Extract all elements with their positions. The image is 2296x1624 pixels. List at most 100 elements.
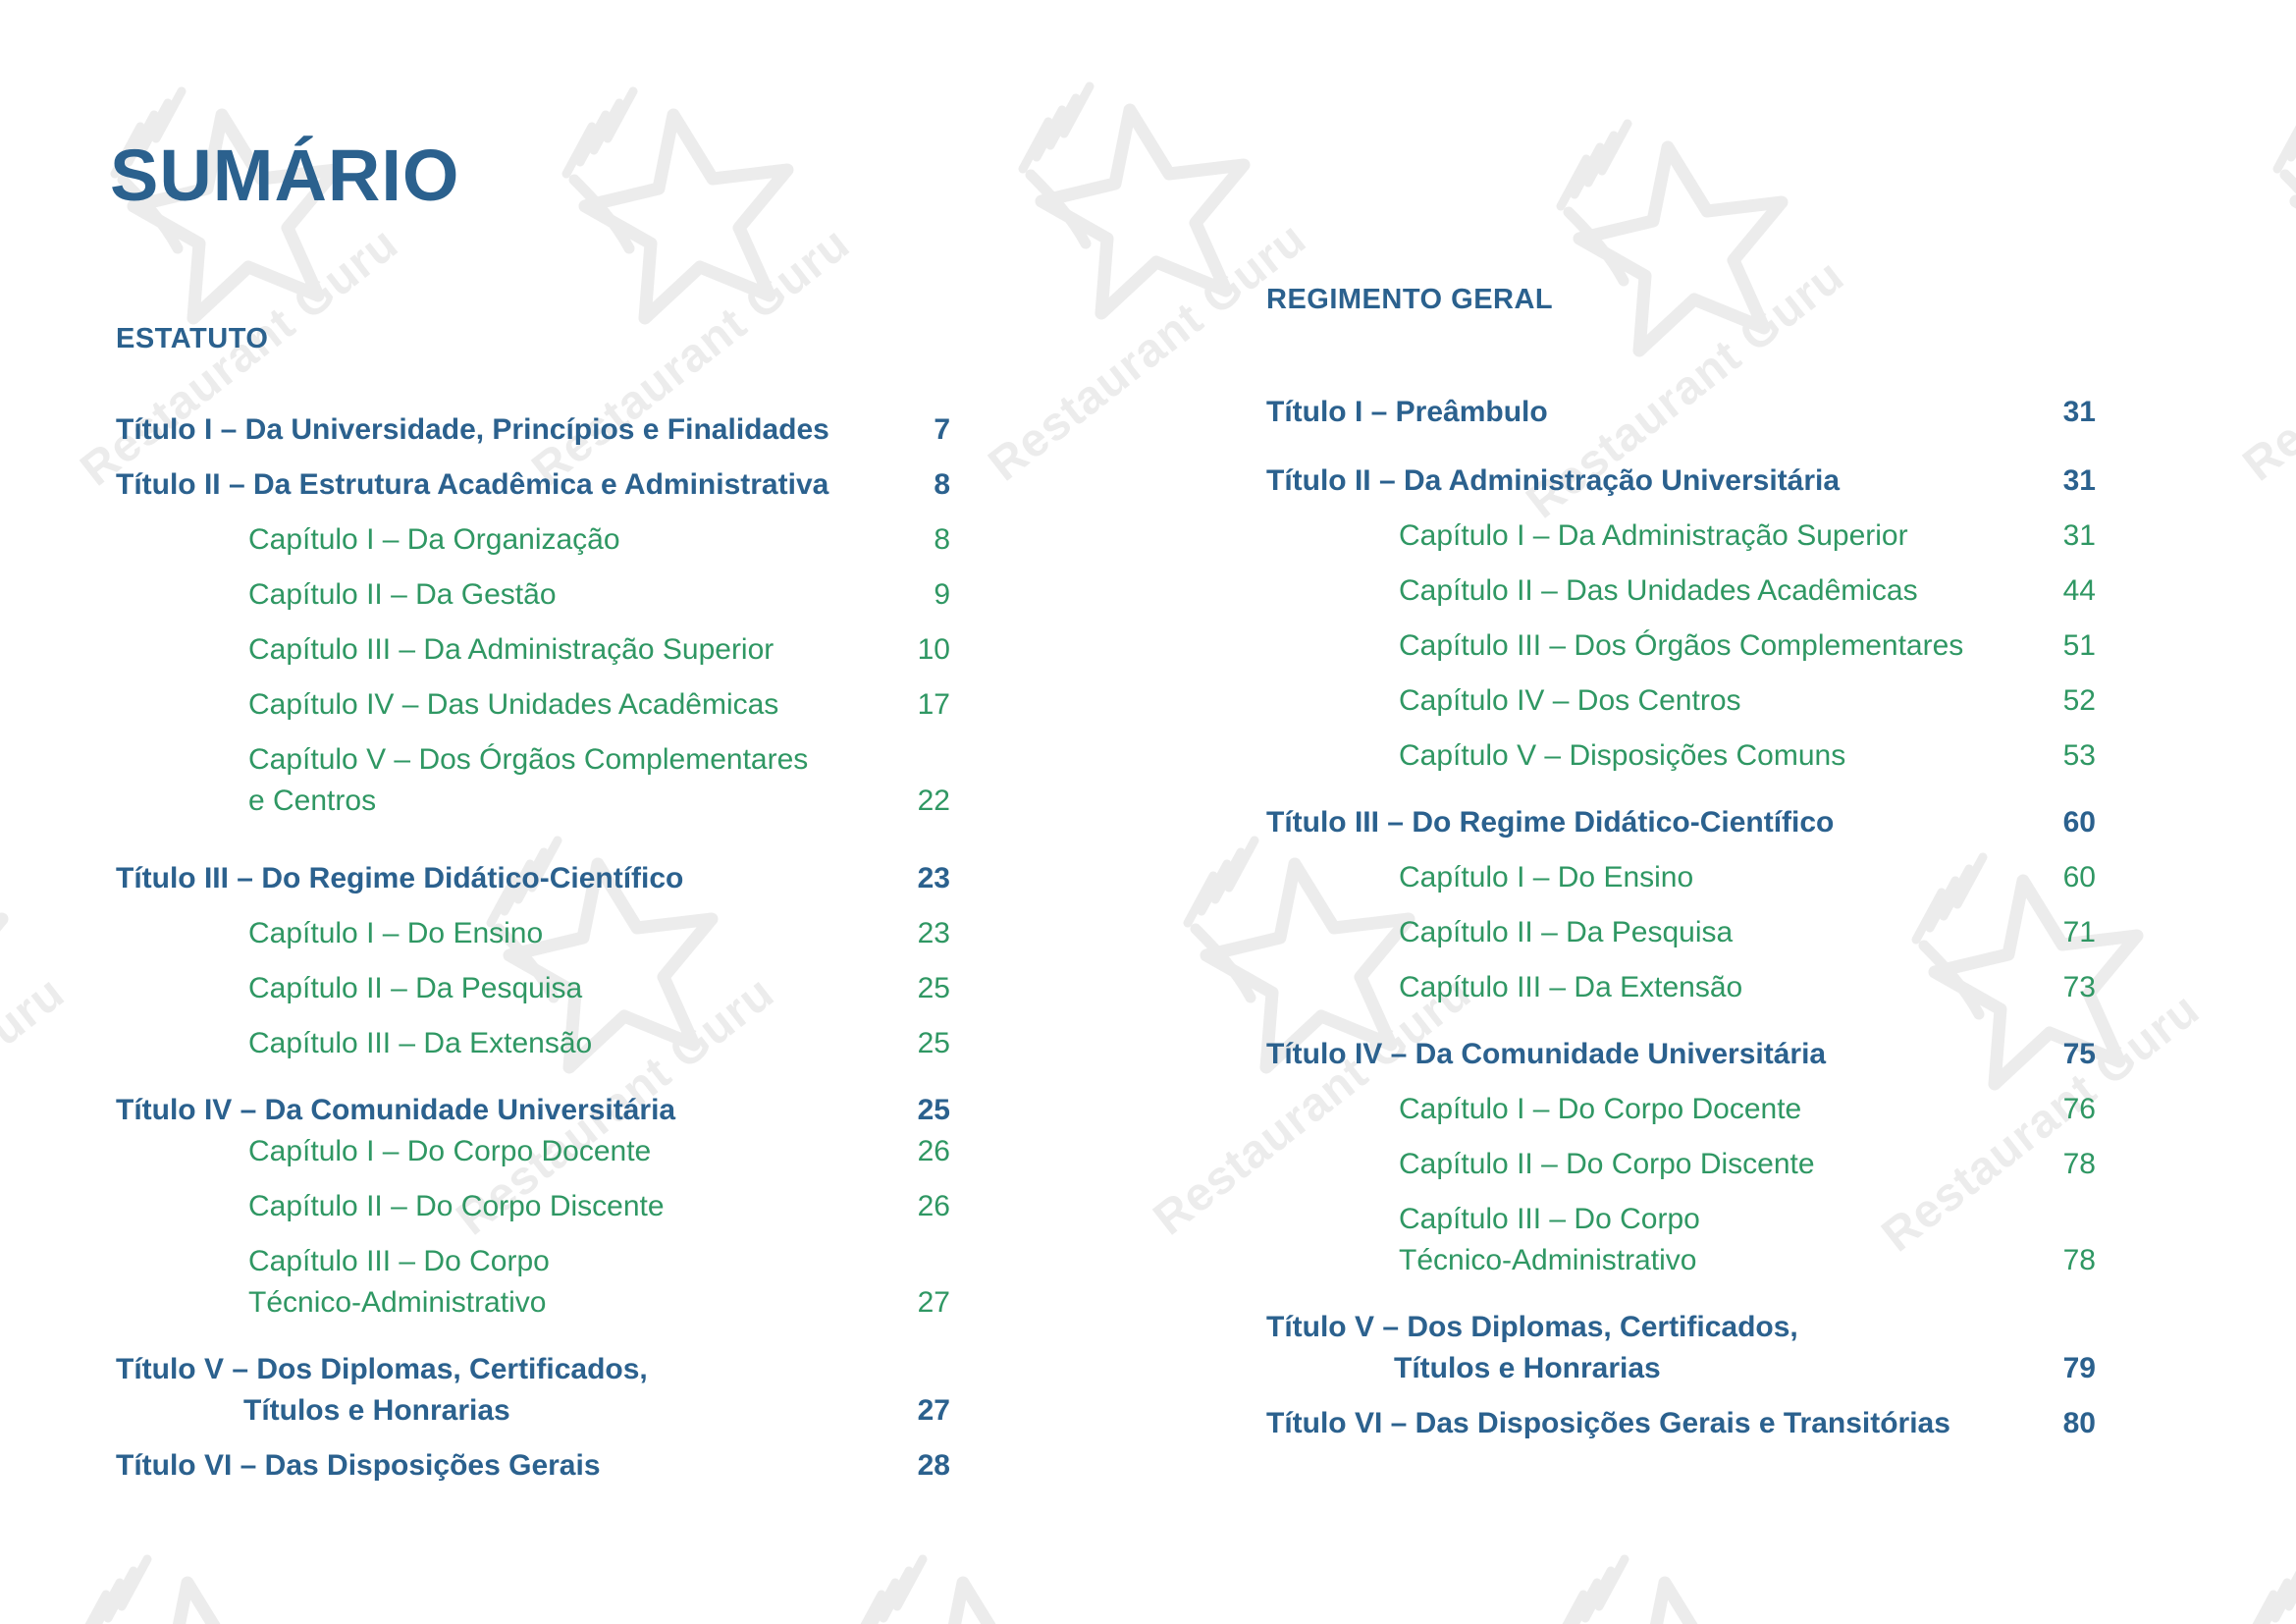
toc-entry: Título III – Do Regime Didático-Científi… xyxy=(1266,802,2096,843)
entry-page-number: 23 xyxy=(917,917,950,949)
toc-entry: Capítulo IV – Das Unidades Acadêmicas 17 xyxy=(116,684,950,726)
entry-page-number: 25 xyxy=(917,1027,950,1059)
entry-page-number: 78 xyxy=(2062,1148,2096,1180)
entry-label-line1: Capítulo II – Do Corpo Discente xyxy=(248,1190,665,1222)
entry-label: Capítulo III – Do Corpo Técnico-Administ… xyxy=(116,1241,881,1324)
toc-entry: Capítulo III – Do Corpo Técnico-Administ… xyxy=(1266,1199,2096,1281)
column-header-estatuto: ESTATUTO xyxy=(116,323,269,354)
entry-label-line1: Capítulo III – Dos Órgãos Complementares xyxy=(1399,629,1964,662)
entry-label-line1: Título IV – Da Comunidade Universitária xyxy=(1266,1038,1827,1070)
restaurant-guru-star-fork-icon xyxy=(2252,1570,2296,1624)
entry-label: Título V – Dos Diplomas, Certificados, T… xyxy=(116,1349,881,1432)
entry-label: Título V – Dos Diplomas, Certificados, T… xyxy=(1266,1307,2027,1389)
restaurant-guru-star-fork-icon xyxy=(1562,1554,1698,1624)
entry-label-line1: Capítulo III – Do Corpo xyxy=(248,1245,550,1277)
entry-label: Capítulo II – Do Corpo Discente xyxy=(116,1186,881,1227)
restaurant-guru-star-fork-icon xyxy=(860,1554,996,1624)
restaurant-guru-star-fork-icon xyxy=(0,912,9,932)
entry-page-number: 60 xyxy=(2062,861,2096,893)
entry-page-number: 75 xyxy=(2062,1038,2096,1070)
toc-entry: Capítulo III – Da Administração Superior… xyxy=(116,629,950,671)
entry-label: Capítulo V – Dos Órgãos Complementares e… xyxy=(116,739,881,822)
column-header-regimento: REGIMENTO GERAL xyxy=(1266,284,1554,315)
entry-label-line2: Técnico-Administrativo xyxy=(248,1286,547,1319)
entry-page-number: 17 xyxy=(917,688,950,721)
entry-label-line2: e Centros xyxy=(248,785,377,817)
watermark: Restaurant Guru xyxy=(980,59,1316,491)
entry-label-line1: Capítulo I – Da Administração Superior xyxy=(1399,519,1908,552)
toc-entry: Capítulo III – Do Corpo Técnico-Administ… xyxy=(116,1241,950,1324)
entry-page-number: 52 xyxy=(2062,684,2096,717)
entry-page-number: 51 xyxy=(2062,629,2096,662)
entry-page-number: 26 xyxy=(917,1135,950,1167)
toc-entry: Título VI – Das Disposições Gerais 28 xyxy=(116,1445,950,1487)
entry-page-number: 10 xyxy=(917,633,950,666)
entry-label: Capítulo III – Da Extensão xyxy=(1266,967,2027,1008)
watermark: Restaurant Guru xyxy=(2226,1532,2296,1624)
entry-label: Capítulo I – Do Corpo Docente xyxy=(116,1131,881,1172)
entry-label: Capítulo V – Disposições Comuns xyxy=(1266,735,2027,777)
entry-page-number: 28 xyxy=(917,1449,950,1482)
entry-label: Capítulo III – Da Extensão xyxy=(116,1023,881,1064)
watermark: Restaurant Guru xyxy=(59,1532,314,1624)
entry-label-line1: Capítulo I – Do Ensino xyxy=(1399,861,1694,893)
entry-label-line1: Capítulo III – Do Corpo xyxy=(1399,1203,1700,1235)
entry-page-number: 27 xyxy=(917,1286,950,1319)
entry-label: Capítulo IV – Dos Centros xyxy=(1266,680,2027,722)
toc-entry: Título IV – Da Comunidade Universitária … xyxy=(116,1090,950,1131)
toc-entry: Capítulo II – Da Pesquisa 71 xyxy=(1266,912,2096,953)
entry-label: Capítulo II – Do Corpo Discente xyxy=(1266,1144,2027,1185)
entry-page-number: 25 xyxy=(917,972,950,1004)
entry-label-line1: Título VI – Das Disposições Gerais e Tra… xyxy=(1266,1407,1950,1439)
watermark-text: Restaurant Guru xyxy=(0,966,75,1245)
entry-page-number: 73 xyxy=(2062,971,2096,1003)
entry-label-line1: Capítulo V – Disposições Comuns xyxy=(1399,739,1846,772)
entry-label-line1: Capítulo IV – Das Unidades Acadêmicas xyxy=(248,688,779,721)
entry-page-number: 76 xyxy=(2062,1093,2096,1125)
entry-page-number: 80 xyxy=(2062,1407,2096,1439)
entry-label: Título I – Da Universidade, Princípios e… xyxy=(116,409,881,451)
toc-entry: Capítulo II – Do Corpo Discente 78 xyxy=(1266,1144,2096,1185)
entry-label: Capítulo I – Da Organização xyxy=(116,519,881,561)
entry-page-number: 27 xyxy=(917,1394,950,1427)
entry-label-line1: Capítulo III – Da Extensão xyxy=(248,1027,593,1059)
entry-label-line1: Capítulo II – Das Unidades Acadêmicas xyxy=(1399,574,1918,607)
entry-label-line1: Capítulo I – Do Corpo Docente xyxy=(1399,1093,1802,1125)
toc-entry: Título V – Dos Diplomas, Certificados, T… xyxy=(1266,1307,2096,1389)
restaurant-guru-star-fork-icon xyxy=(561,86,794,325)
toc-regimento: Título I – Preâmbulo 31 Título II – Da A… xyxy=(1266,392,2096,1444)
entry-label: Título II – Da Administração Universitár… xyxy=(1266,460,2027,502)
toc-entry: Capítulo II – Da Pesquisa 25 xyxy=(116,968,950,1009)
watermark-text: Restaurant Guru xyxy=(2233,212,2296,492)
entry-label-line1: Título II – Da Administração Universitár… xyxy=(1266,464,1841,497)
entry-label-line2: Técnico-Administrativo xyxy=(1399,1244,1697,1276)
entry-label-line1: Título VI – Das Disposições Gerais xyxy=(116,1449,601,1482)
watermark: Restaurant Guru xyxy=(834,1532,1090,1624)
entry-page-number: 9 xyxy=(934,578,950,611)
entry-label: Capítulo I – Do Corpo Docente xyxy=(1266,1089,2027,1130)
entry-label: Capítulo I – Do Ensino xyxy=(116,913,881,954)
toc-entry: Capítulo III – Da Extensão 73 xyxy=(1266,967,2096,1008)
toc-entry: Capítulo I – Do Ensino 60 xyxy=(1266,857,2096,898)
toc-entry: Título III – Do Regime Didático-Científi… xyxy=(116,858,950,899)
entry-label: Capítulo III – Da Administração Superior xyxy=(116,629,881,671)
entry-page-number: 60 xyxy=(2062,806,2096,839)
toc-estatuto: Título I – Da Universidade, Princípios e… xyxy=(116,409,950,1487)
toc-entry: Título II – Da Estrutura Acadêmica e Adm… xyxy=(116,464,950,506)
restaurant-guru-star-fork-icon xyxy=(84,1554,221,1624)
entry-label: Capítulo I – Da Administração Superior xyxy=(1266,515,2027,557)
entry-page-number: 78 xyxy=(2062,1244,2096,1276)
entry-page-number: 53 xyxy=(2062,739,2096,772)
entry-label-line1: Capítulo IV – Dos Centros xyxy=(1399,684,1741,717)
entry-label-line1: Capítulo II – Da Gestão xyxy=(248,578,557,611)
watermark: Restaurant Guru xyxy=(0,813,75,1245)
entry-label-line1: Título I – Da Universidade, Princípios e… xyxy=(116,413,829,446)
toc-entry: Capítulo IV – Dos Centros 52 xyxy=(1266,680,2096,722)
entry-label: Capítulo III – Dos Órgãos Complementares xyxy=(1266,625,2027,667)
entry-label-line1: Capítulo II – Da Pesquisa xyxy=(1399,916,1734,948)
entry-label-line1: Capítulo I – Do Corpo Docente xyxy=(248,1135,652,1167)
entry-label-line1: Capítulo V – Dos Órgãos Complementares xyxy=(248,743,809,776)
entry-page-number: 7 xyxy=(934,413,950,446)
toc-entry: Capítulo III – Dos Órgãos Complementares… xyxy=(1266,625,2096,667)
entry-label-line1: Capítulo I – Da Organização xyxy=(248,523,620,556)
